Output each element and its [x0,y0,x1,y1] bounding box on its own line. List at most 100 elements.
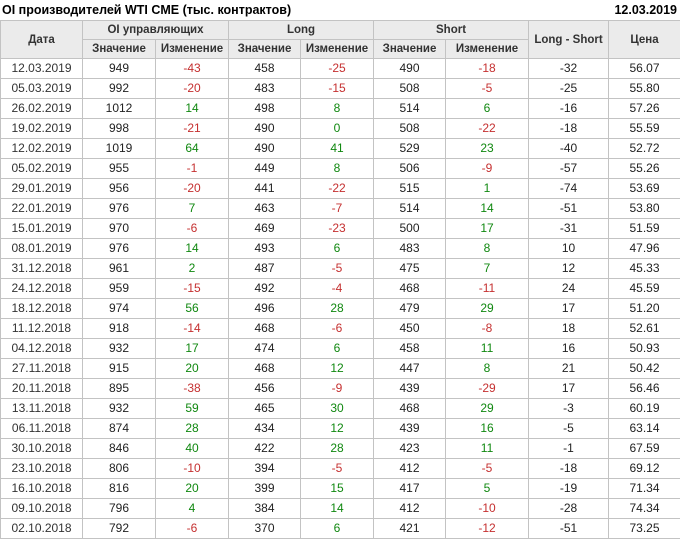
cell-long-value: 422 [228,438,301,459]
cell-long-value: 456 [228,378,301,399]
cell-short-value: 529 [373,138,447,159]
cell-oi-change: -20 [155,78,229,99]
cell-long-value: 458 [228,58,301,79]
table-row: 26.02.2019 1012 14 498 8 514 6 -16 57.26 [0,98,680,119]
cell-date: 11.12.2018 [0,318,83,339]
cell-long-short: -18 [528,458,610,479]
cell-long-short: 10 [528,238,610,259]
cell-price: 55.59 [608,118,680,139]
cell-price: 74.34 [608,498,680,519]
table-row: 18.12.2018 974 56 496 28 479 29 17 51.20 [0,298,680,319]
cell-oi-change: 14 [155,98,229,119]
cell-short-value: 479 [373,298,447,319]
cell-long-change: 6 [299,238,375,259]
oi-table: Дата OI управляющих Long Short Long - Sh… [0,20,680,539]
cell-long-short: 24 [528,278,610,299]
cell-short-value: 412 [373,458,447,479]
cell-long-short: -57 [528,158,610,179]
cell-short-value: 468 [373,278,447,299]
cell-oi-change: -21 [155,118,229,139]
cell-long-value: 490 [228,118,301,139]
table-row: 09.10.2018 796 4 384 14 412 -10 -28 74.3… [0,498,680,519]
cell-date: 22.01.2019 [0,198,83,219]
cell-date: 26.02.2019 [0,98,83,119]
cell-long-value: 465 [228,398,301,419]
cell-short-value: 508 [373,78,447,99]
cell-date: 20.11.2018 [0,378,83,399]
cell-long-change: -5 [299,458,375,479]
cell-oi-change: -20 [155,178,229,199]
cell-price: 53.80 [608,198,680,219]
cell-price: 55.26 [608,158,680,179]
cell-long-value: 468 [228,318,301,339]
cell-oi-value: 806 [82,458,156,479]
cell-oi-change: -14 [155,318,229,339]
cell-long-short: -25 [528,78,610,99]
cell-long-short: -3 [528,398,610,419]
cell-oi-change: 64 [155,138,229,159]
cell-oi-value: 792 [82,518,156,539]
cell-oi-value: 1012 [82,98,156,119]
cell-date: 04.12.2018 [0,338,83,359]
cell-date: 12.02.2019 [0,138,83,159]
cell-long-change: 8 [299,98,375,119]
table-row: 27.11.2018 915 20 468 12 447 8 21 50.42 [0,358,680,379]
cell-long-change: 41 [299,138,375,159]
table-row: 12.02.2019 1019 64 490 41 529 23 -40 52.… [0,138,680,159]
cell-oi-value: 918 [82,318,156,339]
cell-date: 15.01.2019 [0,218,83,239]
cell-long-change: 15 [299,478,375,499]
cell-date: 05.02.2019 [0,158,83,179]
cell-oi-change: -6 [155,218,229,239]
cell-oi-change: -6 [155,518,229,539]
cell-oi-value: 956 [82,178,156,199]
cell-short-value: 506 [373,158,447,179]
cell-short-change: 16 [445,418,530,439]
report-date: 12.03.2019 [614,3,677,17]
cell-date: 18.12.2018 [0,298,83,319]
table-row: 06.11.2018 874 28 434 12 439 16 -5 63.14 [0,418,680,439]
cell-long-change: 8 [299,158,375,179]
cell-short-value: 468 [373,398,447,419]
cell-oi-change: 17 [155,338,229,359]
cell-long-change: 28 [299,298,375,319]
cell-short-change: 17 [445,218,530,239]
cell-price: 45.33 [608,258,680,279]
cell-date: 02.10.2018 [0,518,83,539]
cell-long-value: 370 [228,518,301,539]
cell-price: 69.12 [608,458,680,479]
table-row: 05.03.2019 992 -20 483 -15 508 -5 -25 55… [0,78,680,99]
cell-long-value: 487 [228,258,301,279]
cell-long-change: 28 [299,438,375,459]
cell-oi-value: 976 [82,198,156,219]
cell-long-value: 483 [228,78,301,99]
table-row: 16.10.2018 816 20 399 15 417 5 -19 71.34 [0,478,680,499]
cell-long-short: 16 [528,338,610,359]
cell-oi-value: 915 [82,358,156,379]
cell-long-short: -74 [528,178,610,199]
cell-oi-value: 992 [82,78,156,99]
cell-long-short: -32 [528,58,610,79]
cell-long-value: 468 [228,358,301,379]
cell-short-value: 417 [373,478,447,499]
table-row: 30.10.2018 846 40 422 28 423 11 -1 67.59 [0,438,680,459]
table-row: 05.02.2019 955 -1 449 8 506 -9 -57 55.26 [0,158,680,179]
cell-long-value: 449 [228,158,301,179]
cell-long-change: 0 [299,118,375,139]
cell-price: 67.59 [608,438,680,459]
page-title: OI производителей WTI CME (тыс. контракт… [2,3,292,17]
cell-short-change: -10 [445,498,530,519]
cell-long-short: -31 [528,218,610,239]
table-body: 12.03.2019 949 -43 458 -25 490 -18 -32 5… [0,58,680,539]
cell-short-change: 7 [445,258,530,279]
cell-oi-change: 4 [155,498,229,519]
cell-price: 50.42 [608,358,680,379]
cell-long-value: 384 [228,498,301,519]
cell-price: 51.59 [608,218,680,239]
cell-long-value: 399 [228,478,301,499]
cell-oi-change: 56 [155,298,229,319]
cell-price: 56.46 [608,378,680,399]
cell-long-short: 17 [528,298,610,319]
cell-date: 31.12.2018 [0,258,83,279]
cell-short-value: 439 [373,418,447,439]
